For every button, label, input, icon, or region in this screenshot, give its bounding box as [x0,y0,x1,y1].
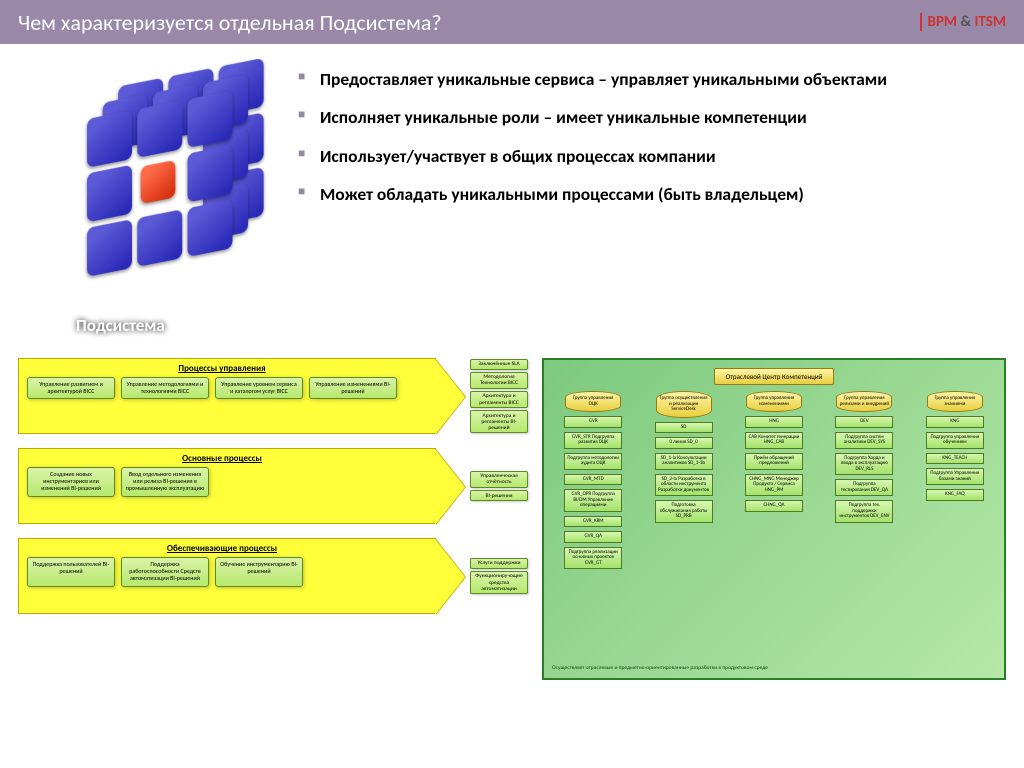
org-column: Группа осуществления и реализации Servic… [640,391,726,569]
output-box: Архитектура и регламенты BICC [470,391,528,408]
brand-itsm: ITSM [974,13,1006,31]
org-column: Группа управления знаниями KNG Подгруппа у… [912,391,998,569]
process-diagram: Процессы управления Управление развитием … [18,358,528,680]
bullet-list: Предоставляет уникальные сервиса – управ… [294,62,988,342]
output-box: Архитектура и регламенты BI-решений [470,410,528,433]
process-lane: Процессы управления Управление развитием … [18,358,528,434]
org-head: Отраслевой Центр Компетенций [714,368,834,385]
lane-title: Процессы управления [27,363,417,374]
org-role: 0 линия SD_0 [655,437,713,449]
org-role: Подгруппа Управления базами знаний [926,468,984,485]
brand-amp: & [960,13,971,31]
output-box: Заключённые SLA [470,359,528,370]
org-role: Подготовка обслуживания работы SD_PRB [655,500,713,523]
process-box: Управление уровнем сервиса и каталогом у… [215,377,303,399]
org-role: GVR_OPR Подгруппа BI/DM Управление опера… [564,489,622,512]
org-chart: Отраслевой Центр Компетенций Группа упра… [542,358,1006,680]
cube-label: Подсистема [76,315,165,336]
process-box: Создание новых инструментариев или измен… [27,467,115,497]
org-role: GVR_QA [564,531,622,543]
org-person: Группа управления изменениями [746,391,802,412]
output-box: BI-решения [470,490,528,501]
output-box: Управленческая отчётность [470,471,528,488]
org-person: Группа управления ОЦК [565,391,621,412]
lane-arrow: Процессы управления Управление развитием … [18,358,436,434]
process-box: Ввод отдельного изменения или релиза BI-… [121,467,209,497]
org-role: Подгруппа систем аналитики DEV_SYS [835,432,893,449]
org-role: Подгруппа Хорда и ввода в эксплуатацию D… [835,453,893,476]
bullet-item: Предоставляет уникальные сервиса – управ… [294,68,988,90]
cube-graphic: Подсистема [28,62,268,342]
process-box: Управление методологиями и технологиями … [121,377,209,399]
bullet-item: Может обладать уникальными процессами (б… [294,183,988,205]
process-lane: Обеспечивающие процессы Поддержка пользов… [18,538,528,614]
rubiks-cube [80,82,236,282]
org-role: Подгруппа методологии аудита ОЦК [564,453,622,470]
org-role: KNG_FAQ [926,489,984,501]
org-role: KNG [926,416,984,428]
org-role: GVR_KRM [564,516,622,528]
org-person: Группа управления релизами и внедрений [836,391,892,412]
org-role: SD_2-la Разработка в области инструмента… [655,474,713,497]
org-footnote: Осуществляет отраслевые и предметно-орие… [552,665,996,672]
lane-arrow: Основные процессы Создание новых инструме… [18,448,436,524]
bottom-row: Процессы управления Управление развитием … [0,348,1024,690]
org-person: Группа управления знаниями [927,391,983,412]
process-box: Поддержка работоспособности Средств авто… [121,557,209,587]
brand: BPM & ITSM [920,13,1006,31]
org-role: Приём обращений предложений [745,453,803,470]
process-box: Управление развитием и архитектурой BICC [27,377,115,399]
org-role: SD_1-la Консультации аналитиков SD_1-1b [655,453,713,470]
org-role: CHNG_QA [745,500,803,512]
org-role: Подгруппа тестирования DEV_QA [835,479,893,496]
org-role: GVR_STR Подгруппа развития ОЦК [564,432,622,449]
page-title: Чем характеризуется отдельная Подсистема… [18,9,442,36]
org-role: Подгруппа управления обучением [926,432,984,449]
process-box: Поддержка пользователей BI-решений [27,557,115,587]
bullet-item: Использует/участвует в общих процессах к… [294,145,988,167]
process-box: Обучение инструментарию BI-решений [215,557,303,587]
org-role: GVR_MTD [564,474,622,486]
output-box: Услуги поддержки [470,558,528,569]
output-box: Методология Технологии BICC [470,372,528,389]
org-role: DEV [835,416,893,428]
org-role: HNG [745,416,803,428]
top-row: Подсистема Предоставляет уникальные серв… [0,44,1024,348]
output-box: Функциониру-ющие средства автоматизации [470,571,528,594]
org-role: KNG_TEACH [926,453,984,465]
org-column: Группа управления изменениями HNG CAB Коми… [731,391,817,569]
org-column: Группа управления релизами и внедрений DE… [821,391,907,569]
org-role: Подгруппа тех. поддержки инструментов DE… [835,500,893,523]
process-lane: Основные процессы Создание новых инструме… [18,448,528,524]
org-role: CHNG_MNG Менеджер Продукта / Сервиса HNG… [745,474,803,497]
process-box: Управление изменениями BI-решений [309,377,397,399]
lane-arrow: Обеспечивающие процессы Поддержка пользов… [18,538,436,614]
org-role: GVR [564,416,622,428]
bullet-item: Исполняет уникальные роли – имеет уникал… [294,106,988,128]
org-role: CAB Комитет генерации HNG_CAB [745,432,803,449]
org-role: SD [655,422,713,434]
org-person: Группа осуществления и реализации Servic… [656,391,712,418]
slide-header: Чем характеризуется отдельная Подсистема… [0,0,1024,44]
org-role: Подгруппа реализации основных проектов G… [564,547,622,570]
org-column: Группа управления ОЦК GVR GVR_STR Подгрупп… [550,391,636,569]
lane-title: Основные процессы [27,453,417,464]
lane-title: Обеспечивающие процессы [27,543,417,554]
brand-bpm: BPM [928,13,958,31]
